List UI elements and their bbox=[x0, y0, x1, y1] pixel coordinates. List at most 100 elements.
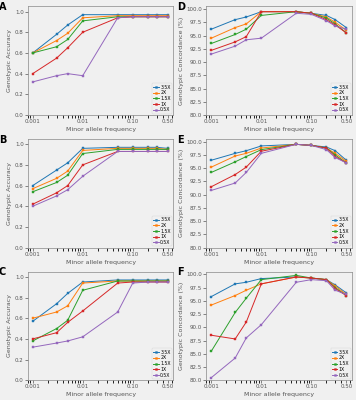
1X bbox=[155, 280, 159, 284]
2X bbox=[259, 146, 263, 150]
0.5X bbox=[309, 12, 314, 17]
1.5X bbox=[146, 147, 150, 152]
0.5X bbox=[155, 14, 159, 19]
2X bbox=[344, 159, 349, 164]
3.5X bbox=[66, 160, 70, 165]
3.5X bbox=[309, 276, 314, 280]
1X bbox=[80, 308, 85, 313]
X-axis label: Minor allele frequency: Minor allele frequency bbox=[244, 392, 314, 397]
1.5X bbox=[233, 32, 237, 37]
1X bbox=[244, 34, 248, 39]
0.5X bbox=[80, 174, 85, 179]
Line: 0.5X: 0.5X bbox=[32, 150, 169, 207]
0.5X bbox=[31, 80, 35, 84]
Line: 1.5X: 1.5X bbox=[210, 274, 347, 352]
1.5X bbox=[209, 349, 214, 354]
1.5X bbox=[80, 18, 85, 23]
Line: 1.5X: 1.5X bbox=[210, 11, 347, 44]
1X bbox=[146, 14, 150, 19]
0.5X bbox=[233, 356, 237, 360]
X-axis label: Minor allele frequency: Minor allele frequency bbox=[66, 392, 136, 397]
3.5X bbox=[31, 50, 35, 55]
1.5X bbox=[54, 180, 59, 185]
1X bbox=[116, 15, 120, 20]
2X bbox=[155, 146, 159, 151]
1.5X bbox=[333, 285, 337, 290]
3.5X bbox=[344, 290, 349, 295]
1X bbox=[209, 333, 214, 338]
0.5X bbox=[131, 14, 135, 19]
Y-axis label: Genotypic Concordance (%): Genotypic Concordance (%) bbox=[179, 282, 184, 370]
0.5X bbox=[209, 375, 214, 380]
Y-axis label: Genotypic Accuracy: Genotypic Accuracy bbox=[7, 162, 12, 225]
0.5X bbox=[131, 281, 135, 286]
0.5X bbox=[166, 280, 170, 284]
1X bbox=[333, 154, 337, 159]
1X bbox=[309, 276, 314, 280]
2X bbox=[131, 278, 135, 283]
1X bbox=[166, 280, 170, 284]
1.5X bbox=[166, 147, 170, 152]
3.5X bbox=[116, 12, 120, 17]
1X bbox=[233, 172, 237, 177]
3.5X bbox=[324, 144, 329, 149]
2X bbox=[344, 28, 349, 33]
1X bbox=[259, 9, 263, 14]
1.5X bbox=[66, 318, 70, 323]
0.5X bbox=[155, 280, 159, 284]
Text: B: B bbox=[0, 135, 6, 145]
1X bbox=[131, 280, 135, 284]
0.5X bbox=[155, 149, 159, 154]
1.5X bbox=[116, 147, 120, 152]
2X bbox=[259, 282, 263, 286]
1.5X bbox=[309, 276, 314, 280]
Y-axis label: Genotypic Concordance (%): Genotypic Concordance (%) bbox=[179, 149, 184, 238]
1X bbox=[131, 149, 135, 154]
1.5X bbox=[324, 16, 329, 20]
2X bbox=[209, 165, 214, 170]
1.5X bbox=[244, 27, 248, 32]
0.5X bbox=[209, 188, 214, 193]
0.5X bbox=[54, 341, 59, 346]
3.5X bbox=[116, 278, 120, 282]
X-axis label: Minor allele frequency: Minor allele frequency bbox=[66, 260, 136, 264]
Legend: 3.5X, 2X, 1.5X, 1X, 0.5X: 3.5X, 2X, 1.5X, 1X, 0.5X bbox=[152, 216, 172, 246]
2X bbox=[146, 278, 150, 283]
0.5X bbox=[166, 149, 170, 154]
1.5X bbox=[333, 152, 337, 157]
2X bbox=[324, 277, 329, 282]
1X bbox=[31, 336, 35, 341]
3.5X bbox=[324, 13, 329, 18]
1.5X bbox=[131, 278, 135, 283]
1X bbox=[116, 281, 120, 286]
3.5X bbox=[294, 9, 298, 14]
1X bbox=[294, 9, 298, 14]
1X bbox=[344, 160, 349, 165]
1.5X bbox=[309, 143, 314, 148]
Line: 1.5X: 1.5X bbox=[32, 280, 169, 342]
1X bbox=[344, 30, 349, 35]
0.5X bbox=[259, 322, 263, 327]
3.5X bbox=[131, 278, 135, 282]
1X bbox=[146, 280, 150, 284]
3.5X bbox=[209, 294, 214, 299]
2X bbox=[131, 13, 135, 18]
0.5X bbox=[294, 280, 298, 285]
3.5X bbox=[294, 274, 298, 279]
3.5X bbox=[80, 280, 85, 284]
3.5X bbox=[209, 27, 214, 32]
2X bbox=[146, 146, 150, 151]
2X bbox=[31, 316, 35, 321]
1.5X bbox=[116, 14, 120, 19]
2X bbox=[116, 278, 120, 283]
0.5X bbox=[80, 73, 85, 78]
3.5X bbox=[344, 25, 349, 30]
Line: 1X: 1X bbox=[32, 281, 169, 340]
1.5X bbox=[80, 151, 85, 156]
Line: 0.5X: 0.5X bbox=[210, 143, 347, 192]
1X bbox=[31, 202, 35, 206]
2X bbox=[31, 186, 35, 191]
3.5X bbox=[80, 12, 85, 17]
1.5X bbox=[344, 293, 349, 298]
1X bbox=[66, 45, 70, 50]
